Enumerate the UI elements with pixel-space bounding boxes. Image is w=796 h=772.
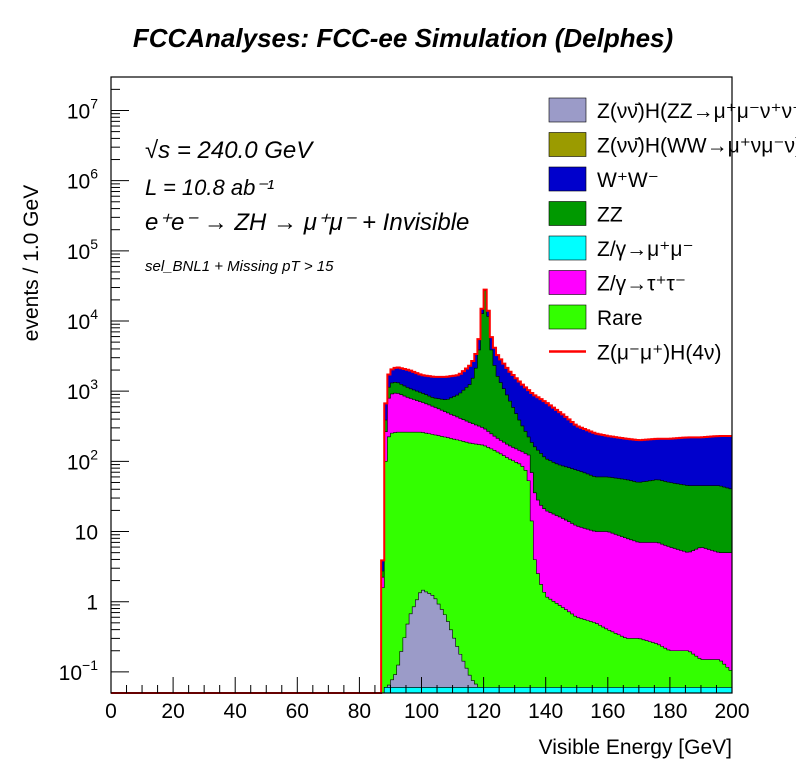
area-00ffff xyxy=(383,687,733,694)
legend-label: ZZ xyxy=(597,204,623,227)
x-tick-label: 140 xyxy=(528,700,563,723)
area-9b9bc8 xyxy=(383,589,484,694)
y-tick-label: 102 xyxy=(67,446,98,474)
legend-label: Z(νν̄)H(ZZ→μ⁺μ⁻ν⁺ν⁻) xyxy=(597,100,796,123)
y-tick-label: 103 xyxy=(67,376,98,404)
legend-swatch xyxy=(548,201,587,226)
y-tick-label: 107 xyxy=(67,95,98,123)
legend-label: W⁺W⁻ xyxy=(597,169,659,192)
annotation-luminosity: L = 10.8 ab⁻¹ xyxy=(145,175,274,200)
y-axis-label: events / 1.0 GeV xyxy=(20,185,43,341)
x-tick-label: 160 xyxy=(590,700,625,723)
x-tick-label: 60 xyxy=(286,700,309,723)
x-tick-label: 80 xyxy=(348,700,371,723)
legend-swatch xyxy=(548,235,587,261)
legend-label: Z/γ→μ⁺μ⁻ xyxy=(597,238,694,261)
y-axis: 10−1 1 10 102 103 104 105 106 107 xyxy=(59,88,129,685)
x-axis-label: Visible Energy [GeV] xyxy=(539,736,732,759)
annotation-process: e⁺e⁻ → ZH → μ⁺μ⁻ + Invisible xyxy=(145,209,469,236)
legend-swatch xyxy=(548,97,587,123)
y-tick-label: 104 xyxy=(67,306,98,334)
x-tick-label: 40 xyxy=(224,700,247,723)
x-tick-label: 20 xyxy=(161,700,184,723)
legend-label: Z/γ→τ⁺τ⁻ xyxy=(597,273,686,296)
chart-title: FCCAnalyses: FCC-ee Simulation (Delphes) xyxy=(133,23,673,53)
legend-swatch xyxy=(548,304,587,330)
y-tick-label: 10−1 xyxy=(59,657,99,685)
x-tick-label: 200 xyxy=(714,700,749,723)
legend-swatch xyxy=(548,166,587,192)
x-tick-label: 100 xyxy=(404,700,439,723)
x-tick-label: 180 xyxy=(652,700,687,723)
x-tick-label: 0 xyxy=(105,700,117,723)
annotation-selection: sel_BNL1 + Missing pT > 15 xyxy=(145,258,334,275)
legend-swatch xyxy=(548,132,587,157)
y-tick-label: 10 xyxy=(75,522,98,545)
y-tick-label: 105 xyxy=(67,236,98,264)
legend-swatch xyxy=(548,270,587,295)
annotation-sqrt-s: √s = 240.0 GeV xyxy=(145,137,314,164)
area-33ff00 xyxy=(378,431,733,694)
legend-label: Z(νν̄)H(WW→μ⁺νμ⁻ν) xyxy=(597,135,796,158)
legend: Z(νν̄)H(ZZ→μ⁺μ⁻ν⁺ν⁻) Z(νν̄)H(WW→μ⁺νμ⁻ν) W⁺… xyxy=(548,97,796,365)
y-tick-label: 106 xyxy=(67,166,98,194)
legend-label: Rare xyxy=(597,307,643,330)
x-axis: 0 20 40 60 80 100 120 140 160 180 200 xyxy=(105,677,750,723)
y-tick-label: 1 xyxy=(86,592,98,615)
legend-label: Z(μ⁻μ⁺)H(4ν) xyxy=(597,342,722,365)
stacked-areas xyxy=(378,289,733,694)
x-tick-label: 120 xyxy=(466,700,501,723)
